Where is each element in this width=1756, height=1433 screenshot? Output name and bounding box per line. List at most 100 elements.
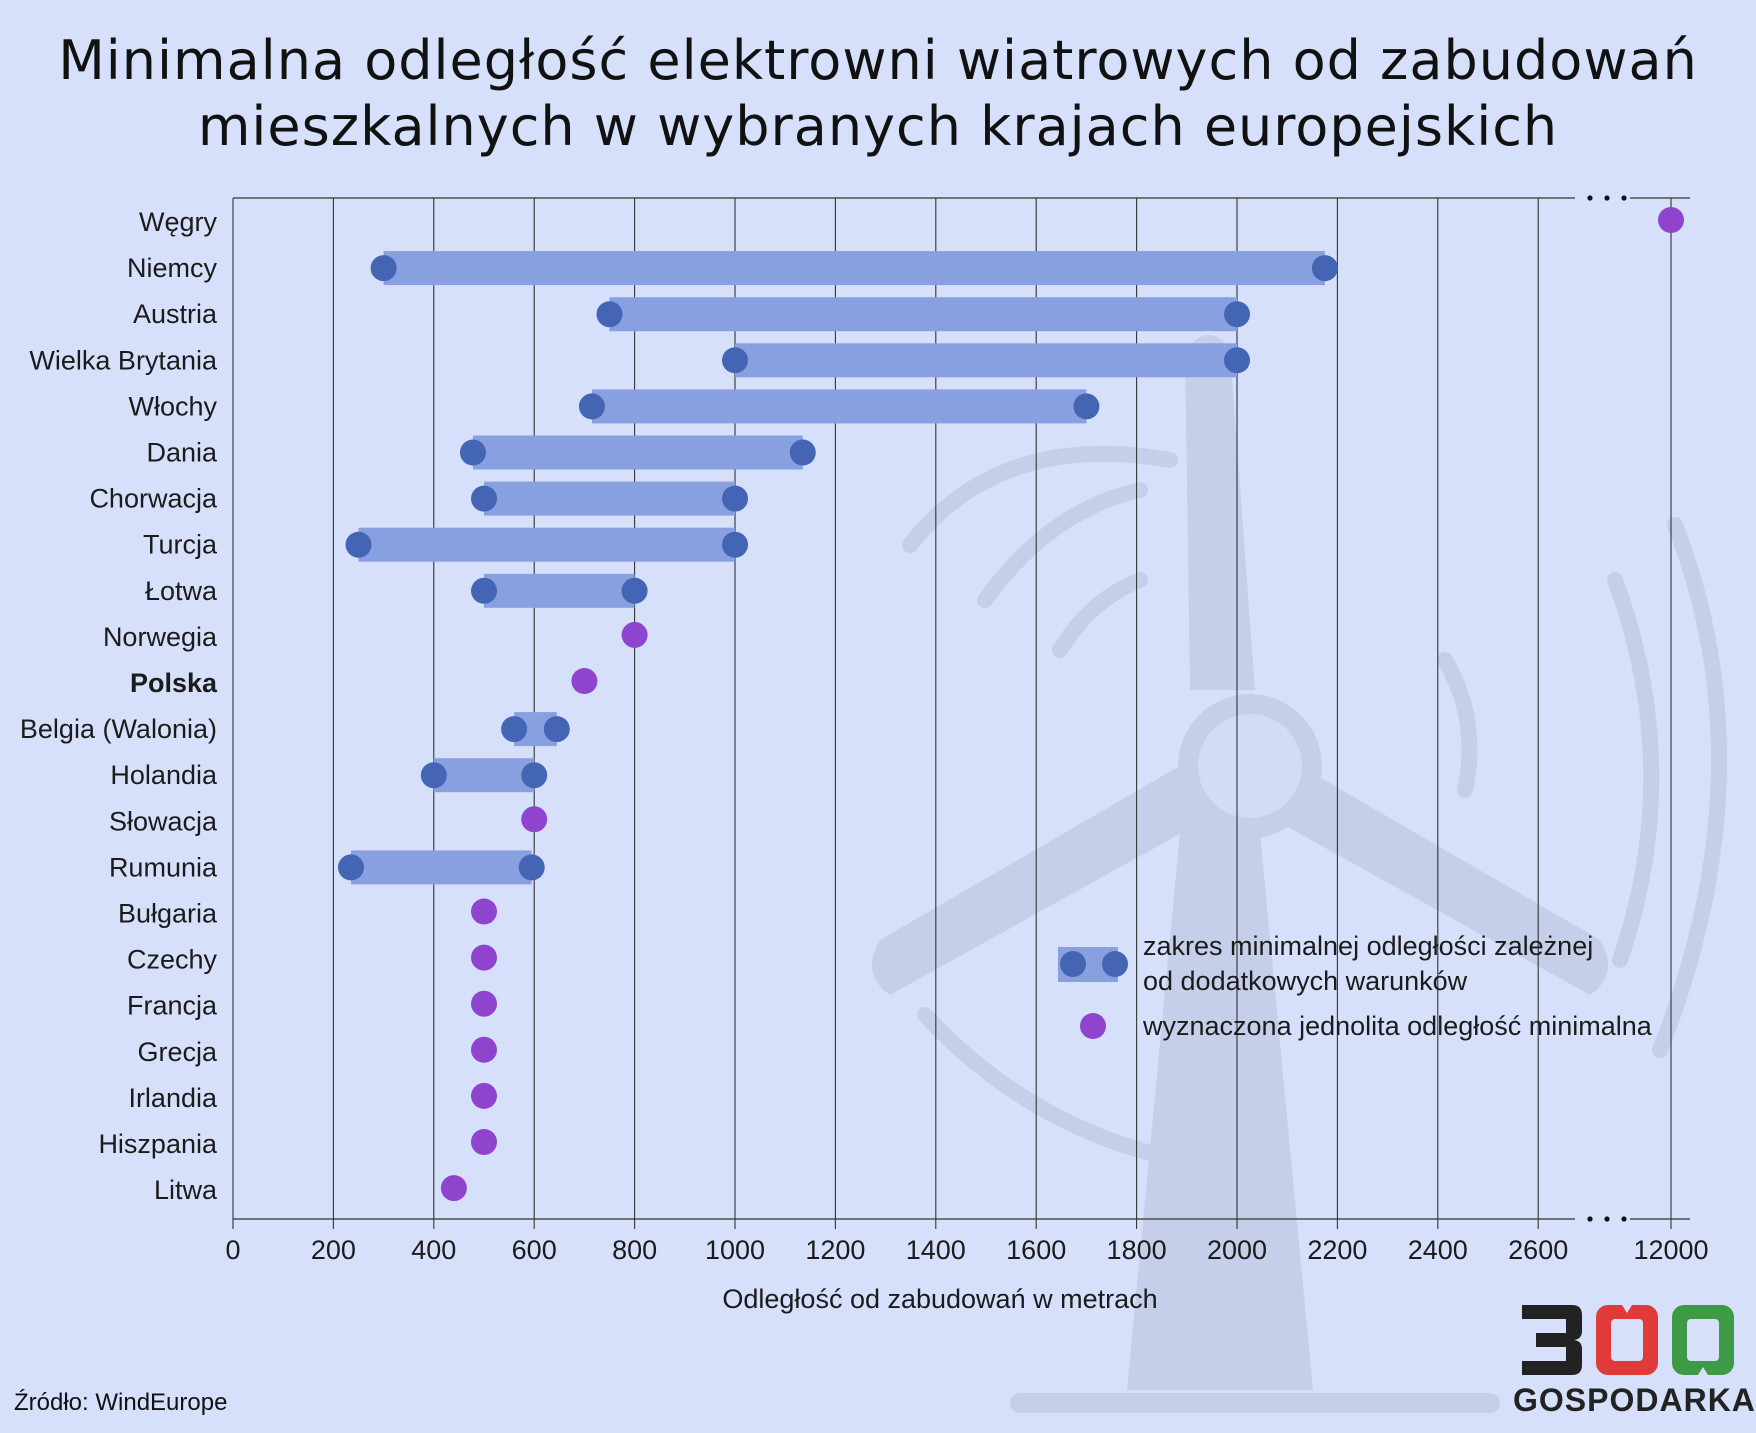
point-dot-czechy	[471, 944, 497, 971]
x-tick-label-2600: 2600	[1508, 1235, 1568, 1265]
category-label-grecja: Grecja	[137, 1037, 218, 1067]
x-tick-label-2200: 2200	[1307, 1235, 1367, 1265]
category-label-rumunia: Rumunia	[109, 852, 218, 882]
x-tick-label-1600: 1600	[1006, 1235, 1066, 1265]
break-dot-2	[1604, 195, 1610, 201]
range-max-dot-belgia-walonia	[543, 716, 570, 743]
title-line-1: Minimalna odległość elektrowni wiatrowyc…	[58, 29, 1698, 92]
category-labels: Węgry Niemcy Austria Wielka Brytania Włochy D…	[20, 207, 218, 1205]
x-tick-label-12000: 12000	[1633, 1235, 1708, 1265]
source-note: Źródło: WindEurope	[14, 1389, 228, 1416]
title-line-2: mieszkalnych w wybranych krajach europej…	[197, 95, 1559, 158]
category-label-irlandia: Irlandia	[128, 1083, 218, 1113]
range-min-dot-chorwacja	[471, 485, 497, 512]
range-bar-austria	[609, 297, 1237, 332]
turbine-blade-left	[872, 760, 1205, 995]
category-label-polska: Polska	[130, 668, 218, 698]
range-bar-holandia	[433, 758, 535, 793]
legend-point-dot	[1080, 1013, 1106, 1039]
point-dot-irlandia	[471, 1082, 497, 1109]
category-label-turcja: Turcja	[143, 530, 218, 560]
range-bar-chorwacja	[484, 481, 735, 516]
range-min-dot-wielka-brytania	[722, 347, 748, 374]
category-label-litwa: Litwa	[154, 1175, 218, 1205]
range-max-dot-dania	[789, 439, 816, 466]
range-min-dot-rumunia	[337, 854, 364, 881]
legend-range-max-dot	[1102, 951, 1128, 977]
category-label-niemcy: Niemcy	[127, 253, 218, 283]
x-tick-label-1200: 1200	[805, 1235, 865, 1265]
point-dot-bułgaria	[471, 898, 497, 925]
point-dot-polska	[571, 668, 598, 694]
signal-arc-4	[917, 1007, 1248, 1178]
point-dot-słowacja	[521, 806, 548, 833]
x-tick-label-400: 400	[411, 1235, 456, 1265]
category-label-węgry: Węgry	[139, 207, 218, 237]
category-label-wielka-brytania: Wielka Brytania	[29, 345, 218, 375]
point-dot-węgry	[1658, 207, 1684, 233]
range-bar-turcja	[358, 527, 735, 562]
signal-arc-6	[1652, 517, 1728, 1058]
x-axis-label: Odległość od zabudowań w metrach	[722, 1284, 1157, 1314]
range-max-dot-rumunia	[518, 854, 545, 881]
point-dot-litwa	[440, 1175, 467, 1202]
x-tick-label-1800: 1800	[1107, 1235, 1167, 1265]
category-label-łotwa: Łotwa	[145, 576, 218, 606]
range-bar-dania	[472, 435, 803, 470]
chart-rows	[337, 207, 1684, 1202]
category-label-norwegia: Norwegia	[103, 622, 218, 652]
turbine-blade-right	[1275, 760, 1608, 995]
range-bar-wielka-brytania	[735, 343, 1237, 378]
range-max-dot-turcja	[722, 531, 748, 558]
range-bar-rumunia	[350, 850, 532, 885]
legend: zakres minimalnej odległości zależnej od …	[1058, 931, 1653, 1041]
legend-range-label-line-1: zakres minimalnej odległości zależnej	[1143, 931, 1593, 961]
legend-point-label: wyznaczona jednolita odległość minimalna	[1142, 1011, 1653, 1041]
break-dot-6	[1621, 1216, 1627, 1222]
category-label-dania: Dania	[146, 438, 218, 468]
turbine-base	[1010, 1393, 1500, 1413]
range-max-dot-łotwa	[621, 577, 648, 604]
signal-arc-7	[1437, 652, 1478, 798]
range-min-dot-holandia	[420, 762, 447, 789]
range-min-dot-włochy	[578, 393, 605, 420]
category-label-bułgaria: Bułgaria	[118, 899, 218, 929]
category-label-hiszpania: Hiszpania	[98, 1129, 218, 1159]
logo-digit-0-red	[1596, 1305, 1658, 1375]
category-label-belgia-walonia: Belgia (Walonia)	[20, 714, 217, 744]
chart-title: Minimalna odległość elektrowni wiatrowyc…	[0, 28, 1756, 160]
break-dot-3	[1621, 195, 1627, 201]
turbine-tower	[1127, 780, 1313, 1390]
point-dot-norwegia	[621, 621, 648, 648]
point-dot-francja	[471, 990, 497, 1017]
range-max-dot-niemcy	[1311, 255, 1338, 282]
break-dot-4	[1587, 1216, 1593, 1222]
category-label-chorwacja: Chorwacja	[89, 484, 218, 514]
break-dot-1	[1587, 195, 1593, 201]
x-tick-labels: 0 200 400 600 800 1000 1200 1400 1600 1800 2000 220…	[225, 1235, 1708, 1265]
range-min-dot-austria	[596, 301, 623, 328]
point-dot-grecja	[471, 1036, 497, 1063]
signal-arc-1	[902, 445, 1178, 553]
gospodarka-logo	[1522, 1305, 1734, 1375]
x-tick-label-1000: 1000	[705, 1235, 765, 1265]
logo-digit-3	[1522, 1305, 1582, 1375]
category-label-włochy: Włochy	[128, 391, 217, 421]
axis-break-markers	[1587, 195, 1627, 1222]
signal-arc-3	[1052, 572, 1148, 658]
range-max-dot-chorwacja	[722, 485, 748, 512]
range-bar-łotwa	[484, 573, 635, 608]
x-tick-label-2000: 2000	[1207, 1235, 1267, 1265]
wind-turbine-watermark-icon	[872, 335, 1728, 1413]
legend-range-min-dot	[1060, 951, 1086, 977]
x-tick-label-0: 0	[225, 1235, 240, 1265]
x-tick-label-1400: 1400	[906, 1235, 966, 1265]
range-max-dot-wielka-brytania	[1224, 347, 1250, 374]
category-label-francja: Francja	[127, 991, 218, 1021]
category-label-czechy: Czechy	[127, 945, 218, 975]
range-min-dot-belgia-walonia	[501, 716, 528, 743]
category-label-austria: Austria	[133, 299, 218, 329]
range-max-dot-włochy	[1073, 393, 1100, 420]
turbine-blade-up	[1185, 335, 1255, 690]
